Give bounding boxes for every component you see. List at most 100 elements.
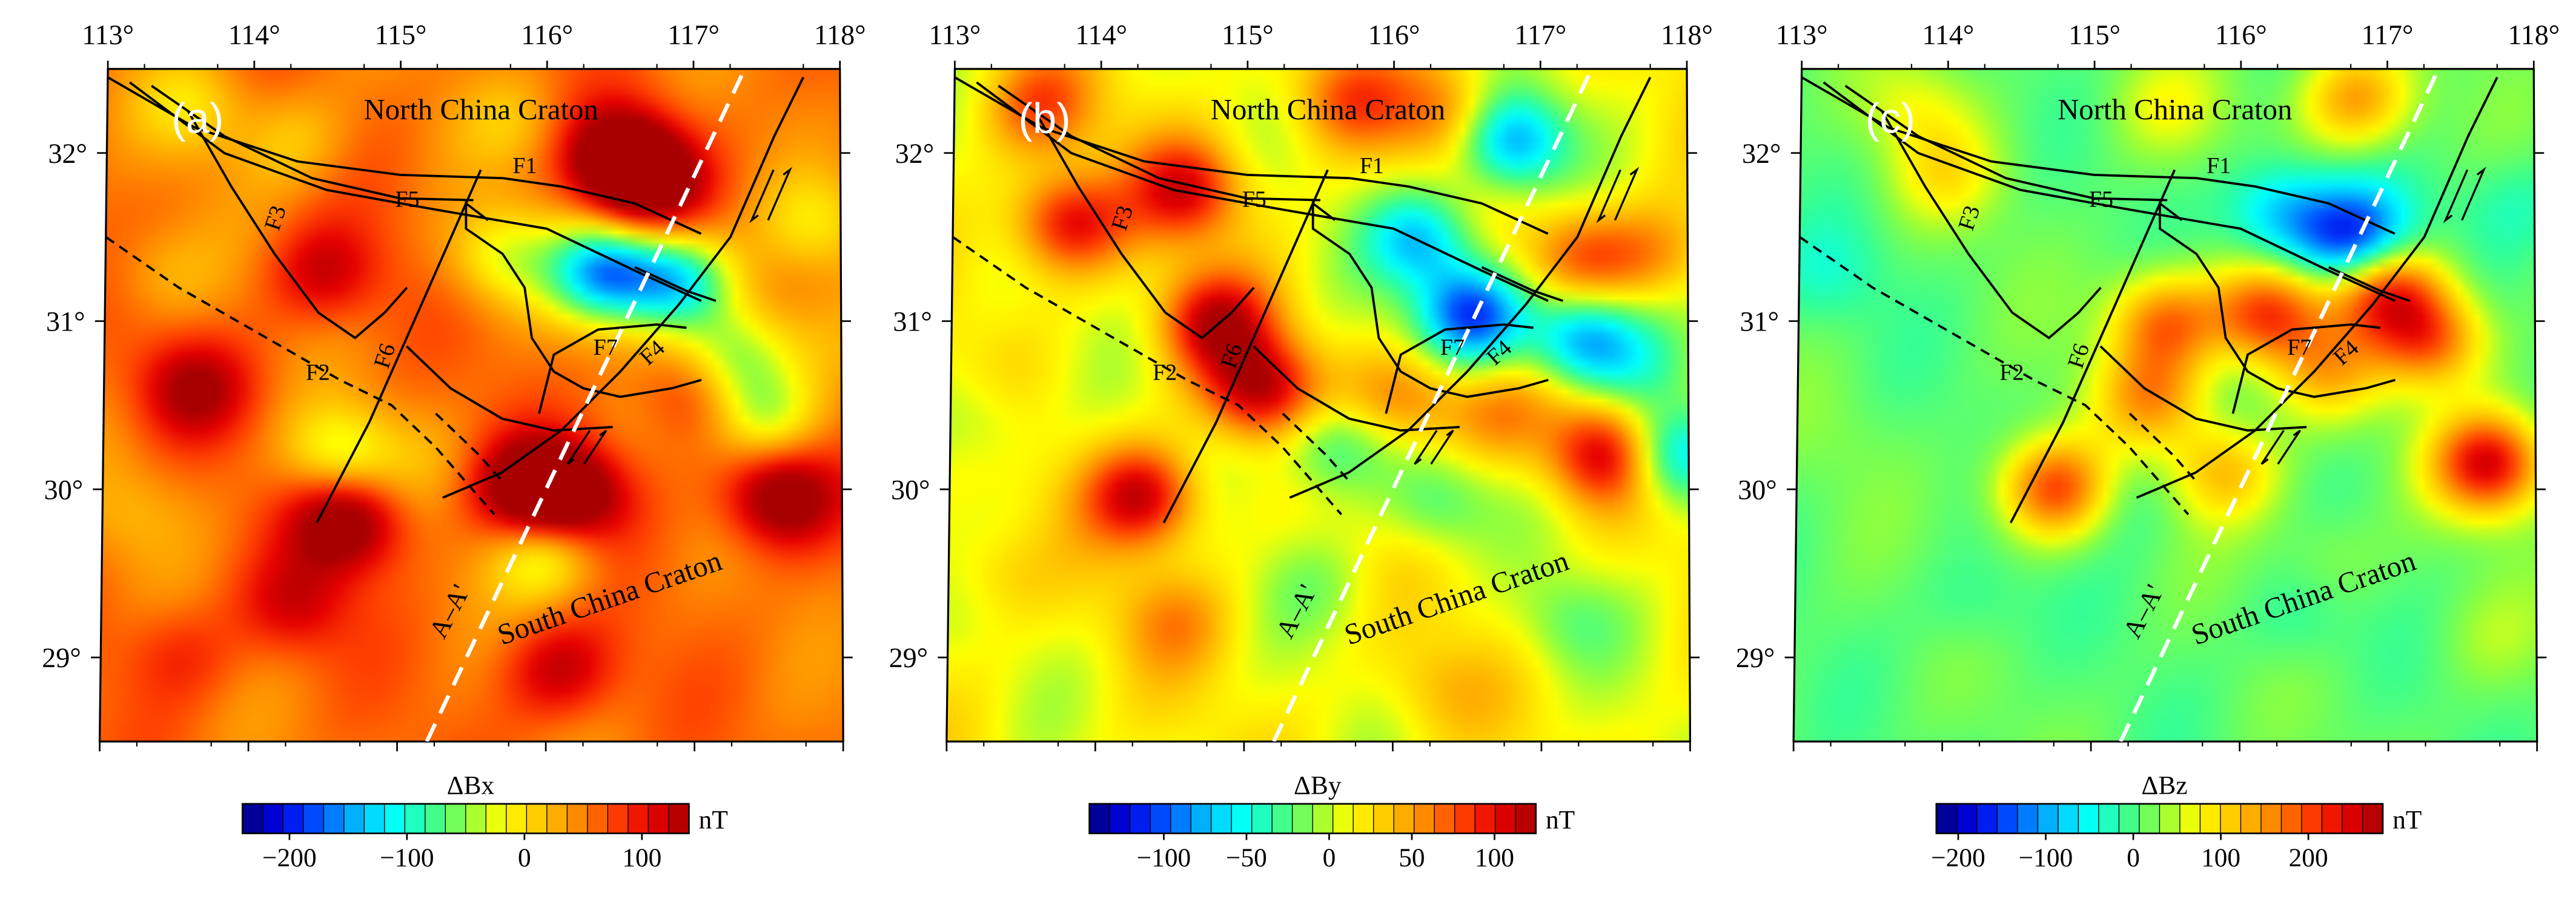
colorbar-swatch — [2200, 803, 2222, 834]
colorbar-swatch — [648, 803, 669, 834]
fault-trace — [1289, 76, 1652, 499]
colorbar-title: ΔBy — [1294, 771, 1342, 800]
lon-tick-label: 118° — [1661, 19, 1713, 50]
colorbar-swatch — [283, 803, 304, 834]
fault-trace — [1481, 266, 1564, 302]
colorbar-tick-label: 100 — [622, 843, 661, 872]
colorbar-swatch — [2322, 803, 2343, 834]
colorbar-swatch — [567, 803, 588, 834]
colorbar-swatch — [1936, 803, 1958, 834]
north-china-craton-label: North China Craton — [364, 93, 598, 126]
lat-tick-label: 29° — [889, 642, 928, 673]
lon-tick-label: 116° — [1368, 19, 1420, 50]
lon-tick-label: 116° — [521, 19, 573, 50]
lat-tick-label: 29° — [42, 642, 81, 673]
lat-tick-label: 30° — [891, 474, 930, 505]
colorbar-swatch — [2017, 803, 2039, 834]
panel-label: (b) — [1019, 94, 1071, 142]
fault-lines — [952, 76, 1652, 524]
colorbar-swatch — [364, 803, 385, 834]
colorbar-swatch — [1170, 803, 1192, 834]
colorbar-frame — [241, 803, 690, 834]
fault-trace — [1385, 323, 1534, 414]
colorbar-swatch — [303, 803, 325, 834]
colorbar-title: ΔBx — [447, 771, 495, 800]
colorbar-swatch — [486, 803, 507, 834]
colorbar-swatch — [1997, 803, 2018, 834]
lon-tick-label: 118° — [2508, 19, 2560, 50]
slip-arrow — [583, 429, 608, 465]
colorbar-swatch — [445, 803, 466, 834]
fault-trace — [502, 177, 702, 235]
colorbar-swatch — [1434, 803, 1455, 834]
fault-trace — [998, 85, 1320, 202]
fault-trace — [1799, 236, 2190, 516]
colorbar-swatch — [384, 803, 406, 834]
fault-trace — [2159, 201, 2396, 398]
colorbar-swatch — [1272, 803, 1293, 834]
fault-trace — [1349, 177, 1549, 235]
fault-label-f1: F1 — [2207, 153, 2231, 179]
lon-tick-label: 116° — [2215, 19, 2267, 50]
lat-tick-label: 31° — [46, 306, 85, 337]
lat-tick-label: 30° — [44, 474, 83, 505]
lon-tick-label: 115° — [375, 19, 427, 50]
colorbar-unit: nT — [1546, 805, 1575, 834]
colorbar-tick-label: 0 — [518, 843, 531, 872]
colorbar-swatch — [1414, 803, 1435, 834]
lon-tick-label: 115° — [2068, 19, 2121, 50]
slip-arrow — [749, 169, 775, 223]
fault-trace — [2009, 169, 2176, 524]
slip-arrow — [767, 166, 793, 221]
colorbar-swatch — [2098, 803, 2120, 834]
fault-label-f7: F7 — [1440, 335, 1465, 360]
colorbar-swatch — [2038, 803, 2059, 834]
fault-label-f5: F5 — [2089, 187, 2113, 212]
panel-label: (c) — [1866, 94, 1915, 142]
colorbar-swatch — [587, 803, 609, 834]
colorbar-tick-label: −200 — [1931, 843, 1985, 872]
fault-trace — [442, 76, 804, 499]
fault-trace — [2196, 177, 2396, 235]
fault-trace — [1844, 85, 2168, 202]
colorbar-swatch — [1110, 803, 1131, 834]
panel-b: 113° 114° 115° 116° 117° 118° 29° 30° 31° 32° Nort… — [889, 19, 1713, 872]
lat-tick-label: 32° — [1742, 138, 1781, 169]
colorbar-swatch — [1976, 803, 1998, 834]
colorbar-tick-label: −50 — [1226, 843, 1267, 872]
anomaly-heatmap — [1793, 68, 2537, 742]
lon-tick-label: 118° — [814, 19, 866, 50]
fault-trace — [1033, 110, 1255, 340]
slip-arrow — [1596, 169, 1621, 223]
fault-trace — [465, 201, 702, 398]
fault-label-f1: F1 — [513, 153, 537, 179]
slip-arrow — [2277, 429, 2301, 465]
colorbar-frame — [1935, 803, 2384, 834]
colorbar-swatch — [2058, 803, 2079, 834]
colorbar-swatch — [1394, 803, 1415, 834]
lon-tick-label: 114° — [1075, 19, 1127, 50]
fault-label-f2: F2 — [1999, 360, 2024, 386]
lon-tick-label: 113° — [1776, 19, 1828, 50]
fault-trace — [187, 110, 408, 340]
lat-tick-label: 32° — [48, 138, 87, 169]
north-china-craton-label: North China Craton — [1211, 93, 1445, 126]
lat-tick-label: 31° — [1740, 306, 1779, 337]
lon-tick-label: 114° — [228, 19, 280, 50]
colorbar-frame — [1088, 803, 1537, 834]
fault-trace — [976, 81, 1549, 302]
colorbar-swatch — [323, 803, 345, 834]
colorbar-swatch — [2220, 803, 2242, 834]
colorbar-tick-label: −100 — [1137, 843, 1191, 872]
colorbar-tick-label: 0 — [2127, 843, 2140, 872]
colorbar-swatch — [1313, 803, 1334, 834]
panel-label: (a) — [171, 94, 223, 142]
fault-label-f7: F7 — [594, 335, 618, 360]
colorbar-swatch — [2139, 803, 2160, 834]
colorbar-swatch — [2240, 803, 2262, 834]
colorbar-swatch — [2301, 803, 2323, 834]
anomaly-heatmap — [946, 68, 1690, 742]
anomaly-heatmap — [99, 68, 844, 742]
colorbar-swatch — [1231, 803, 1253, 834]
